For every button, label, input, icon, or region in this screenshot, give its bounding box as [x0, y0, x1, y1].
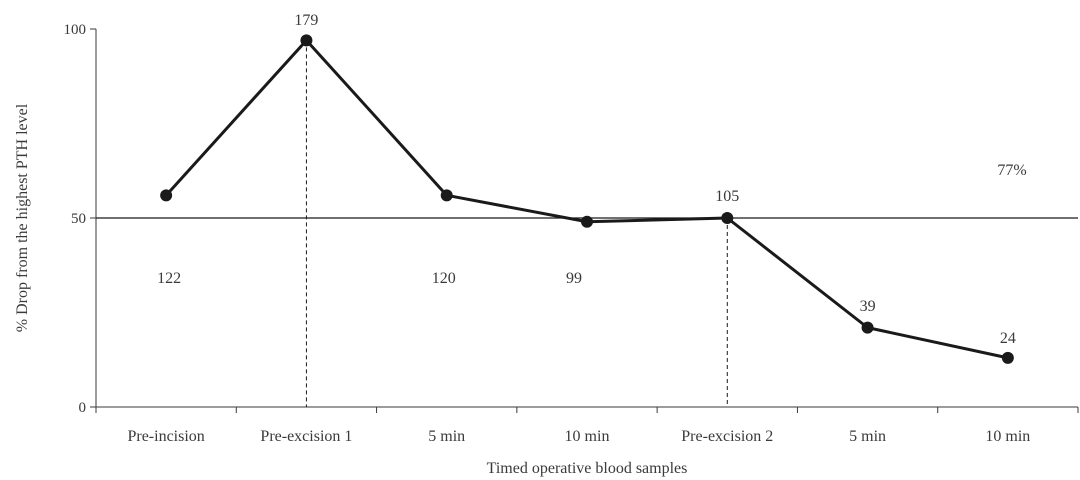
x-tick-label: 5 min — [849, 428, 886, 445]
x-tick-label: 5 min — [428, 428, 465, 445]
point-value-label: 179 — [294, 12, 318, 29]
y-tick-label: 50 — [71, 211, 86, 227]
data-labels: 122 179 120 99 105 39 24 — [157, 12, 1016, 347]
point-value-label: 99 — [566, 270, 582, 287]
data-point — [160, 189, 173, 202]
x-tick-label: Pre-excision 2 — [681, 428, 773, 445]
point-value-label: 120 — [432, 270, 456, 287]
data-point — [721, 212, 734, 224]
x-tick-label: 10 min — [565, 428, 610, 445]
point-value-label: 39 — [860, 298, 876, 315]
x-tick-label: 10 min — [985, 428, 1030, 445]
x-axis-title: Timed operative blood samples — [487, 460, 688, 477]
point-value-label: 105 — [715, 188, 739, 205]
annotation-label: 77% — [997, 162, 1026, 179]
x-tick-label: Pre-incision — [127, 428, 204, 445]
point-value-label: 24 — [1000, 330, 1016, 347]
series-line — [160, 34, 1014, 364]
x-tick-label: Pre-excision 1 — [260, 428, 352, 445]
data-point — [581, 215, 593, 228]
y-tick-label: 100 — [64, 22, 87, 38]
series-line-path — [165, 38, 1009, 360]
y-axis-title: % Drop from the highest PTH level — [14, 103, 31, 332]
data-point — [861, 321, 874, 334]
point-value-label: 122 — [157, 270, 181, 287]
data-point — [300, 34, 313, 47]
y-tick-label: 0 — [79, 400, 87, 416]
axes: 0 50 100 Pre-incision Pre-excision 1 5 min 10 … — [64, 22, 1079, 445]
data-point — [1001, 351, 1014, 364]
data-point — [440, 189, 453, 202]
